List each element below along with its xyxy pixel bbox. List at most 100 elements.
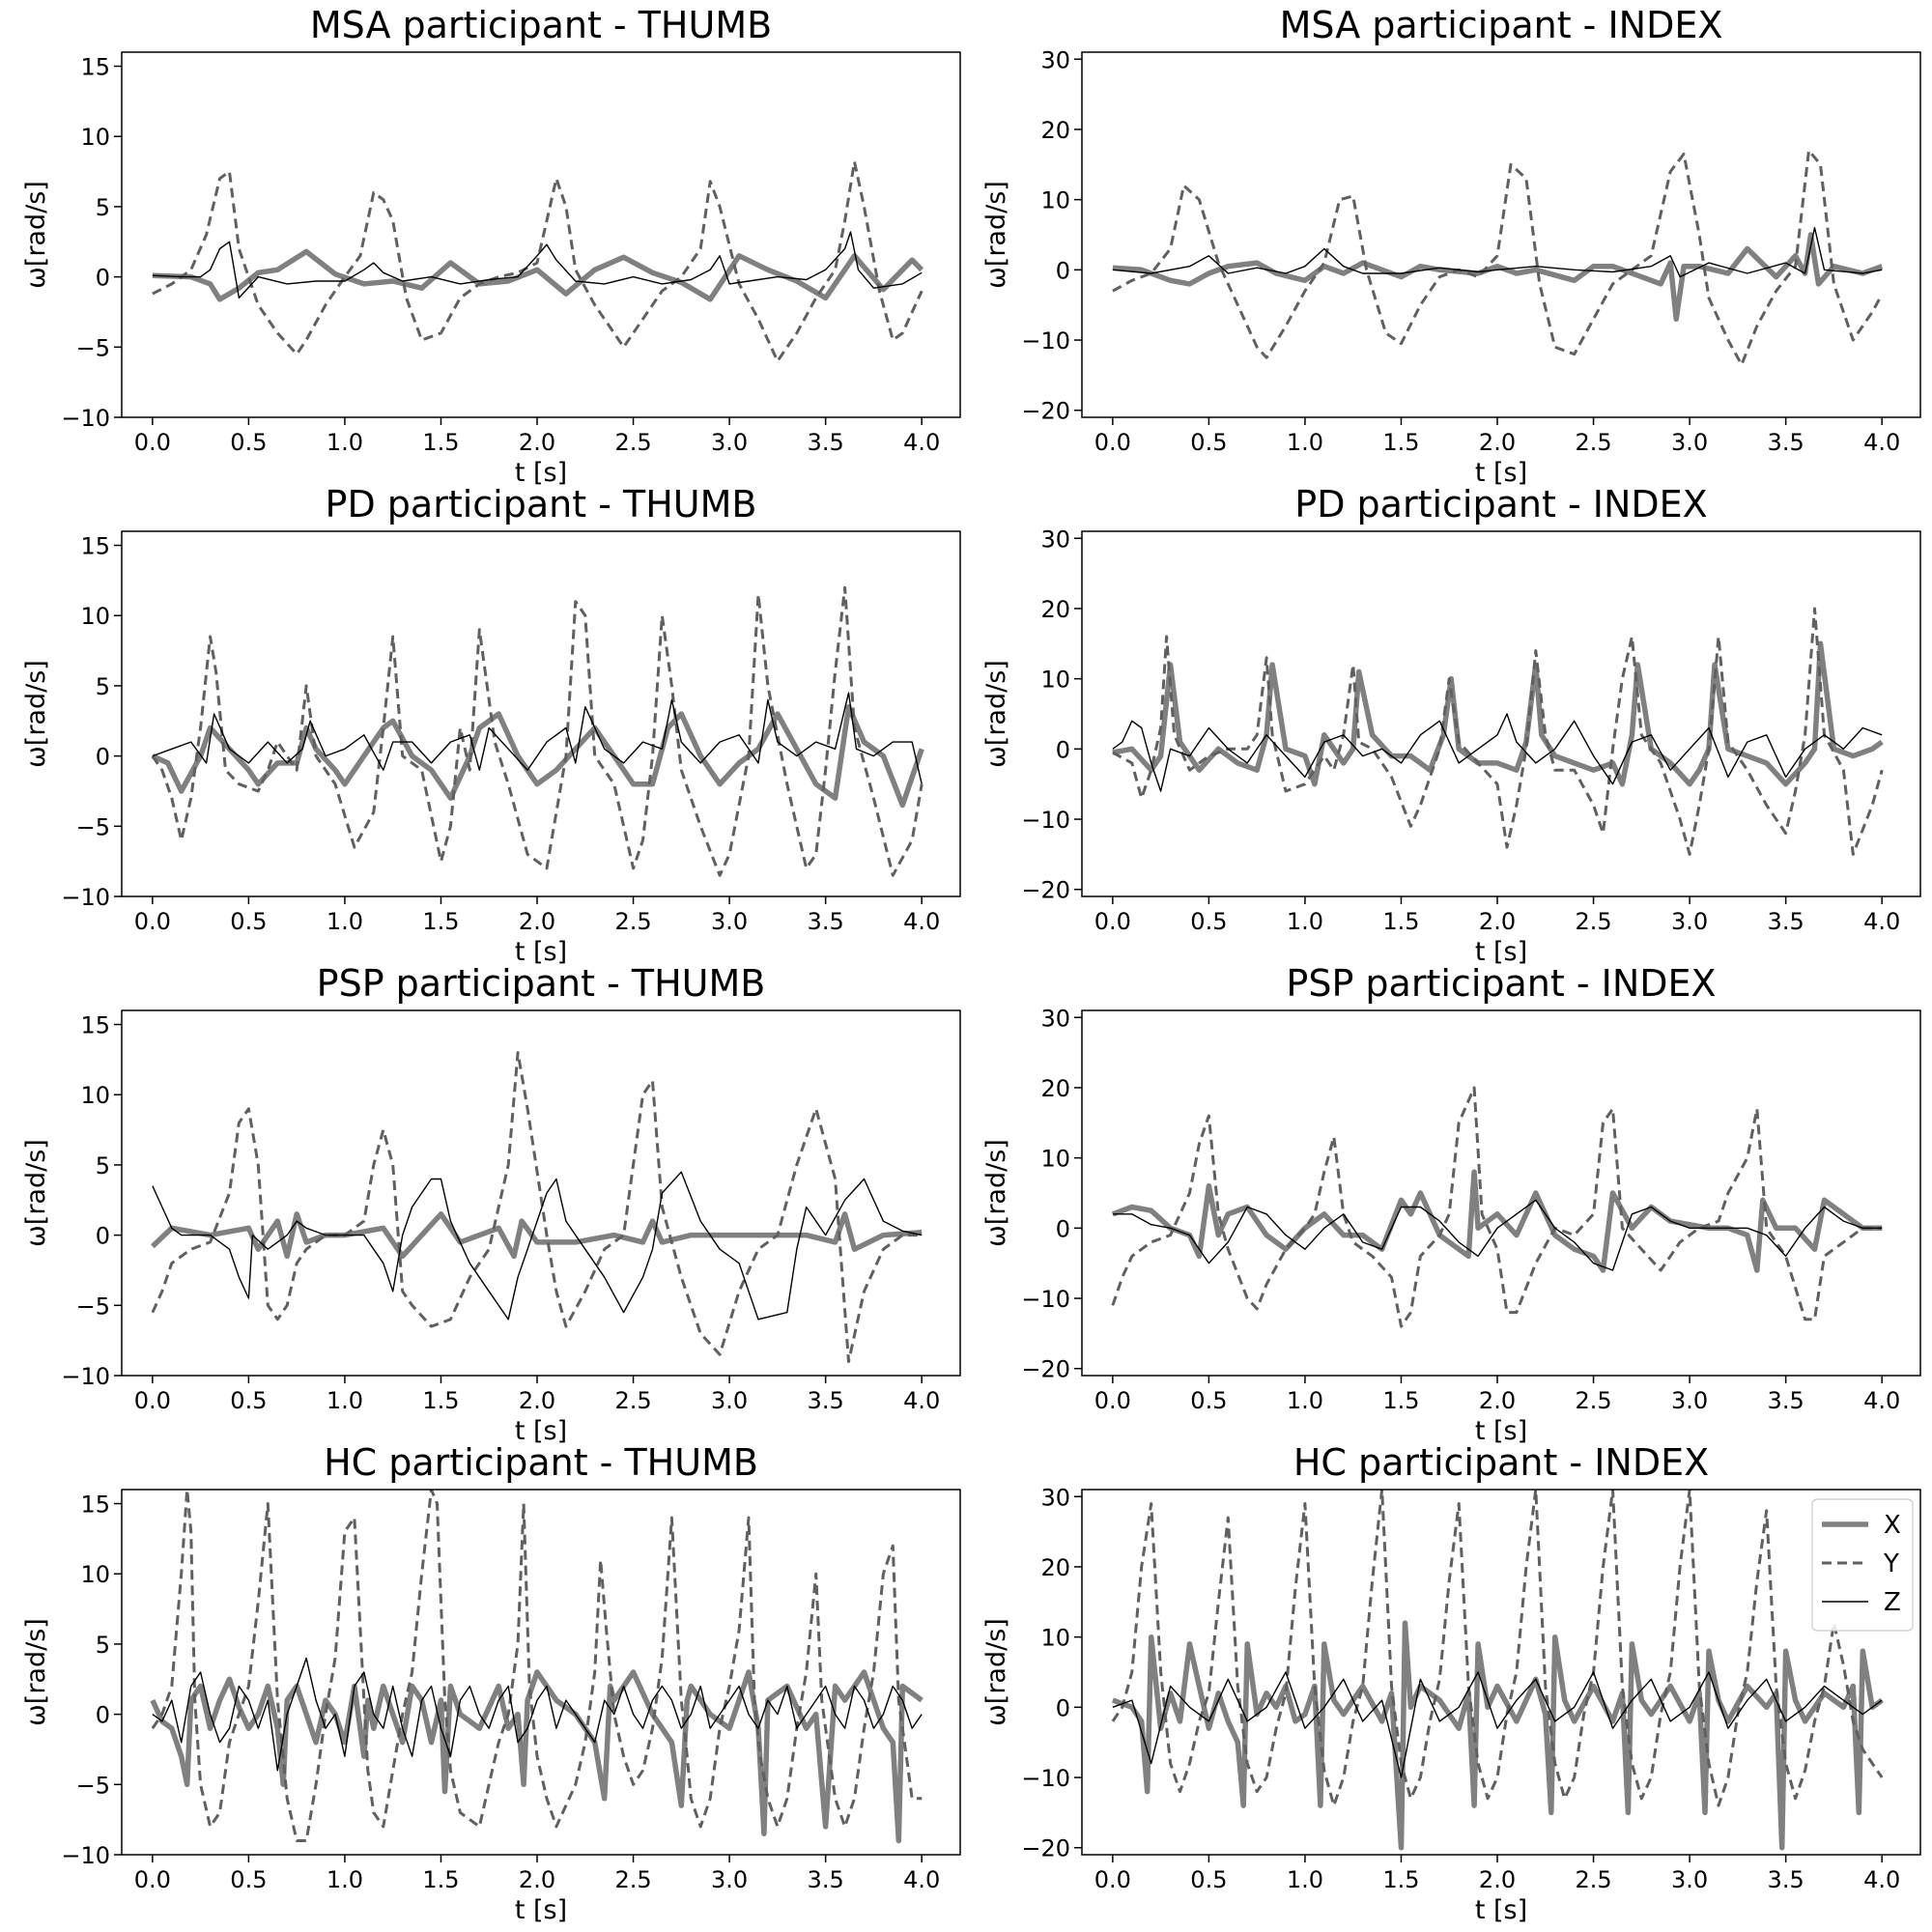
y-tick-label: −10 <box>61 884 110 911</box>
x-tick-label: 0.5 <box>230 429 267 456</box>
y-tick-label: 30 <box>1040 1005 1070 1032</box>
y-tick-label: −20 <box>1021 1356 1070 1383</box>
x-tick-label: 3.0 <box>711 1387 748 1414</box>
panel-title: MSA participant - INDEX <box>1280 4 1723 46</box>
panel-8: HC participant - INDEX 0.0 0.5 1.0 1.5 2.0 2.5… <box>981 1441 1921 1925</box>
y-tick-label: −5 <box>76 813 110 840</box>
x-tick-label: 2.5 <box>614 1866 651 1893</box>
series-x-line <box>1112 640 1884 787</box>
y-axis-label: ω[rad/s] <box>21 660 51 768</box>
series-x-line <box>1111 1620 1884 1851</box>
series-z-line <box>1112 1199 1883 1271</box>
plot-frame <box>121 51 961 418</box>
y-tick-label: −20 <box>1021 398 1070 425</box>
x-tick-label: 1.0 <box>327 1866 363 1893</box>
y-tick-label: 10 <box>1040 667 1070 694</box>
x-tick-label: 1.5 <box>422 908 459 935</box>
x-tick-label: 3.0 <box>711 908 748 935</box>
y-axis-label: ω[rad/s] <box>21 1618 51 1726</box>
y-tick-label: −10 <box>1021 807 1070 834</box>
series-y-line <box>1112 607 1884 856</box>
panel-1: MSA participant - THUMB 0.0 0.5 1.0 1.5 2.0 2.… <box>21 4 961 488</box>
y-tick-label: 5 <box>96 673 110 700</box>
y-axis-label: ω[rad/s] <box>21 181 51 289</box>
x-tick-label: 2.0 <box>519 908 555 935</box>
x-tick-label: 0.0 <box>134 429 171 456</box>
x-tick-label: 1.5 <box>1382 1387 1419 1414</box>
x-tick-label: 2.5 <box>1575 1387 1611 1414</box>
y-tick-label: −20 <box>1021 1835 1070 1862</box>
panel-7: HC participant - THUMB 0.0 0.5 1.0 1.5 2.0 2.5… <box>21 1441 961 1925</box>
x-tick-label: 0.5 <box>230 1387 267 1414</box>
y-tick-label: 5 <box>96 1152 110 1179</box>
x-tick-label: 2.5 <box>1575 908 1611 935</box>
x-tick-label: 0.5 <box>1190 1866 1227 1893</box>
y-tick-label: −10 <box>61 405 110 432</box>
y-tick-label: −10 <box>1021 1765 1070 1792</box>
panel-title: PSP participant - INDEX <box>1286 962 1716 1005</box>
series-y-line <box>151 1051 923 1363</box>
y-tick-label: 10 <box>1040 1625 1070 1652</box>
plot-frame <box>1081 51 1921 418</box>
panel-2: MSA participant - INDEX 0.0 0.5 1.0 1.5 2.0 2.… <box>981 4 1921 488</box>
y-axis-label: ω[rad/s] <box>981 1139 1011 1247</box>
x-axis-label: t [s] <box>515 1895 567 1925</box>
x-tick-label: 2.0 <box>1479 1387 1516 1414</box>
y-tick-label: 20 <box>1040 117 1070 144</box>
x-tick-label: 1.0 <box>1287 1866 1323 1893</box>
x-tick-label: 1.0 <box>1287 429 1323 456</box>
x-axis-label: t [s] <box>1475 458 1527 488</box>
x-tick-label: 2.0 <box>519 1866 555 1893</box>
panel-title: PD participant - INDEX <box>1294 483 1707 526</box>
legend: XYZ <box>1811 1498 1914 1632</box>
y-tick-label: 30 <box>1040 526 1070 553</box>
x-tick-label: 3.5 <box>1768 429 1804 456</box>
y-tick-label: −10 <box>61 1842 110 1869</box>
x-tick-label: 1.0 <box>327 429 363 456</box>
x-tick-label: 2.0 <box>519 429 555 456</box>
x-tick-label: 3.5 <box>1768 1387 1804 1414</box>
panel-6: PSP participant - INDEX 0.0 0.5 1.0 1.5 2.0 2.… <box>981 962 1921 1446</box>
series-z-line <box>152 1171 923 1321</box>
panel-title: HC participant - THUMB <box>324 1441 758 1484</box>
x-tick-label: 0.5 <box>1190 429 1227 456</box>
y-tick-label: 10 <box>80 124 110 151</box>
y-tick-label: −10 <box>1021 1286 1070 1313</box>
y-tick-label: −10 <box>61 1363 110 1390</box>
panel-title: HC participant - INDEX <box>1293 1441 1709 1484</box>
x-tick-label: 1.5 <box>422 1866 459 1893</box>
y-tick-label: 10 <box>80 1561 110 1588</box>
x-tick-label: 4.0 <box>1863 1387 1900 1414</box>
y-tick-label: 15 <box>80 533 110 560</box>
y-tick-label: 5 <box>96 194 110 221</box>
x-tick-label: 3.0 <box>711 429 748 456</box>
x-tick-label: 1.0 <box>327 1387 363 1414</box>
x-tick-label: 3.5 <box>808 908 844 935</box>
x-tick-label: 0.5 <box>1190 908 1227 935</box>
plot-frame <box>121 1489 961 1856</box>
legend-label-y: Y <box>1883 1549 1899 1578</box>
plot-frame <box>121 1009 961 1377</box>
y-tick-label: 15 <box>80 54 110 81</box>
y-tick-label: 10 <box>80 603 110 630</box>
panel-title: PD participant - THUMB <box>326 483 757 526</box>
y-tick-label: −5 <box>76 334 110 361</box>
y-tick-label: 20 <box>1040 1554 1070 1581</box>
x-tick-label: 4.0 <box>1863 1866 1900 1893</box>
x-tick-label: 1.5 <box>1382 908 1419 935</box>
x-tick-label: 0.5 <box>1190 1387 1227 1414</box>
x-tick-label: 3.0 <box>1671 1387 1708 1414</box>
x-tick-label: 3.0 <box>711 1866 748 1893</box>
y-tick-label: 10 <box>80 1082 110 1109</box>
y-tick-label: −20 <box>1021 877 1070 904</box>
y-tick-label: −5 <box>76 1772 110 1799</box>
series-x-line <box>1111 1169 1883 1273</box>
x-axis-label: t [s] <box>515 1416 567 1446</box>
y-axis-label: ω[rad/s] <box>21 1139 51 1247</box>
series-y-line <box>1111 1490 1884 1807</box>
x-tick-label: 2.0 <box>519 1387 555 1414</box>
series-x-line <box>152 248 924 302</box>
x-tick-label: 2.0 <box>1479 429 1516 456</box>
plot-frame <box>1081 1489 1921 1856</box>
x-tick-label: 1.5 <box>1382 429 1419 456</box>
